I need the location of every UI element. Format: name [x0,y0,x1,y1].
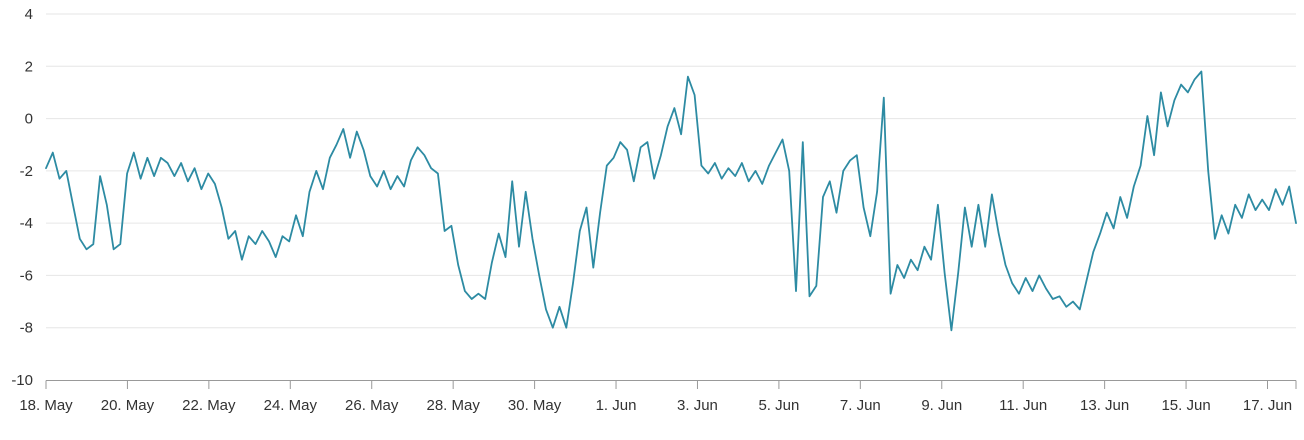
x-axis-label: 5. Jun [758,397,799,414]
y-axis-label: 2 [25,58,33,75]
x-axis-label: 1. Jun [596,397,637,414]
x-axis-label: 7. Jun [840,397,881,414]
x-axis-label: 15. Jun [1161,397,1210,414]
x-axis-label: 30. May [508,397,562,414]
x-axis-label: 20. May [101,397,155,414]
y-axis-label: -6 [20,267,33,284]
x-axis-label: 13. Jun [1080,397,1129,414]
y-axis-label: -4 [20,215,33,232]
x-axis-label: 28. May [426,397,480,414]
x-axis-label: 18. May [19,397,73,414]
y-axis-label: 0 [25,111,33,128]
y-axis-label: -2 [20,163,33,180]
x-axis-label: 9. Jun [921,397,962,414]
x-axis-label: 22. May [182,397,236,414]
x-axis-label: 24. May [264,397,318,414]
x-axis-label: 11. Jun [999,397,1047,414]
y-axis-label: -8 [20,320,33,337]
x-axis-label: 17. Jun [1243,397,1292,414]
y-axis-label: -10 [11,372,33,389]
x-axis-label: 3. Jun [677,397,718,414]
y-axis-label: 4 [25,6,33,23]
series-line [45,70,1297,332]
x-axis-label: 26. May [345,397,399,414]
